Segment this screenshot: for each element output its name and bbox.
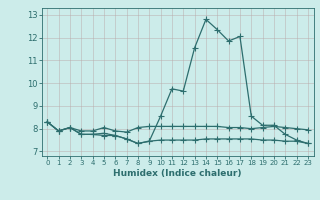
X-axis label: Humidex (Indice chaleur): Humidex (Indice chaleur) (113, 169, 242, 178)
